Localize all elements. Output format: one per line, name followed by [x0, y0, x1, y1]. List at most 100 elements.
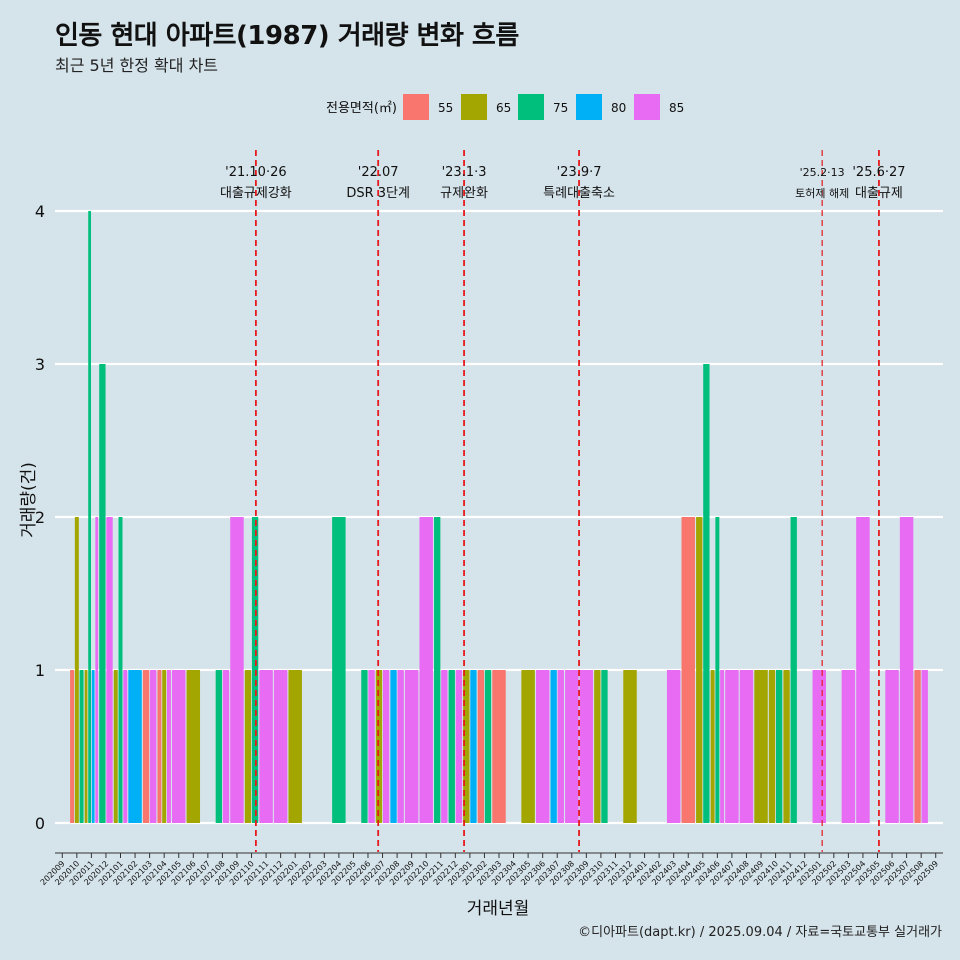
- bar-85: [565, 670, 579, 823]
- bar-75: [215, 670, 223, 823]
- event-label: 토허제 해제: [795, 186, 849, 200]
- bar-75: [448, 670, 455, 823]
- bar-85: [579, 670, 594, 823]
- bar-65: [74, 517, 79, 823]
- bar-75: [790, 517, 797, 823]
- bar-65: [594, 670, 601, 823]
- bar-80: [550, 670, 557, 823]
- bar-75: [434, 517, 441, 823]
- bar-80: [390, 670, 397, 823]
- bar-65: [768, 670, 776, 823]
- bar-85: [106, 517, 113, 823]
- y-tick-label: 2: [35, 508, 45, 527]
- bar-85: [812, 670, 826, 823]
- legend-title: 전용면적(㎡): [326, 101, 397, 116]
- legend-key-55: [403, 94, 429, 120]
- legend-label: 75: [553, 101, 568, 115]
- bar-65: [288, 670, 302, 823]
- bar-85: [166, 670, 171, 823]
- bar-85: [95, 517, 99, 823]
- bar-75: [118, 517, 123, 823]
- source-caption: ©디아파트(dapt.kr) / 2025.09.04 / 자료=국토교통부 실…: [578, 925, 942, 940]
- event-date: '22.07: [358, 165, 399, 180]
- event-label: DSR 3단계: [346, 186, 410, 201]
- bar-85: [259, 670, 273, 823]
- event-label: 특례대출축소: [543, 186, 615, 201]
- bar-75: [703, 364, 710, 823]
- bar-85: [856, 517, 870, 823]
- event-date: '25.6·27: [852, 165, 905, 180]
- bar-85: [666, 670, 681, 823]
- bar-75: [715, 517, 720, 823]
- bar-85: [725, 670, 739, 823]
- bar-85: [557, 670, 564, 823]
- bar-55: [142, 670, 150, 823]
- bar-55: [477, 670, 485, 823]
- bar-85: [419, 517, 433, 823]
- y-tick-label: 0: [35, 814, 45, 833]
- event-date: '25.2·13: [800, 166, 845, 179]
- y-tick-label: 1: [35, 661, 45, 680]
- bar-85: [841, 670, 856, 823]
- event-date: '23.9·7: [557, 165, 602, 180]
- bar-65: [162, 670, 167, 823]
- bar-85: [899, 517, 914, 823]
- bar-85: [720, 670, 725, 823]
- bar-85: [535, 670, 550, 823]
- bar-55: [70, 670, 75, 823]
- bar-75: [601, 670, 608, 823]
- bar-75: [361, 670, 368, 823]
- bar-65: [696, 517, 703, 823]
- bar-75: [775, 670, 783, 823]
- bar-55: [492, 670, 506, 823]
- bar-80: [470, 670, 477, 823]
- bar-75: [88, 211, 91, 823]
- bar-65: [710, 670, 715, 823]
- bar-65: [783, 670, 790, 823]
- bar-85: [150, 670, 157, 823]
- bar-85: [382, 670, 390, 823]
- event-label: 대출규제강화: [220, 186, 292, 201]
- bar-85: [441, 670, 448, 823]
- bar-55: [681, 517, 695, 823]
- bar-85: [222, 670, 230, 823]
- bar-85: [885, 670, 899, 823]
- legend-key-80: [576, 94, 602, 120]
- bar-65: [84, 670, 88, 823]
- bar-65: [186, 670, 201, 823]
- bar-65: [375, 670, 383, 823]
- bar-85: [455, 670, 463, 823]
- bar-65: [623, 670, 637, 823]
- bar-65: [521, 670, 535, 823]
- event-label: 규제완화: [440, 186, 488, 201]
- y-axis-title: 거래량(건): [19, 462, 39, 538]
- bar-85: [273, 670, 288, 823]
- bar-85: [397, 670, 404, 823]
- page-title: 인동 현대 아파트(1987) 거래량 변화 흐름: [55, 21, 519, 51]
- bar-75: [332, 517, 346, 823]
- bar-85: [921, 670, 928, 823]
- event-label: 대출규제: [855, 186, 903, 201]
- legend-label: 65: [496, 101, 511, 115]
- bar-75: [484, 670, 492, 823]
- bar-55: [914, 670, 921, 823]
- bar-55: [157, 670, 162, 823]
- bar-85: [123, 670, 128, 823]
- legend-label: 80: [611, 101, 626, 115]
- bar-75: [99, 364, 106, 823]
- legend-label: 85: [669, 101, 684, 115]
- bar-85: [739, 670, 754, 823]
- x-axis-title: 거래년월: [467, 899, 530, 919]
- event-date: '21.10·26: [225, 165, 286, 180]
- bar-65: [244, 670, 252, 823]
- legend-key-85: [634, 94, 660, 120]
- bar-85: [368, 670, 375, 823]
- bar-85: [404, 670, 419, 823]
- legend-label: 55: [438, 101, 453, 115]
- bar-65: [463, 670, 470, 823]
- y-tick-label: 3: [35, 355, 45, 374]
- bar-65: [754, 670, 768, 823]
- bar-75: [79, 670, 84, 823]
- bar-65: [113, 670, 118, 823]
